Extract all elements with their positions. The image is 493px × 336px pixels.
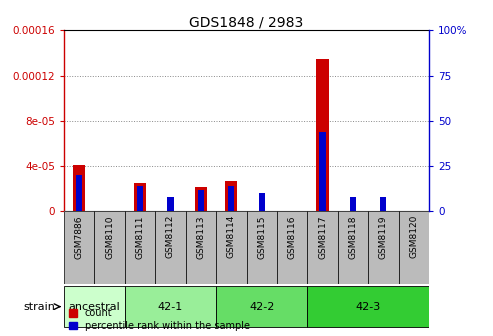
Text: 42-1: 42-1: [158, 302, 183, 311]
Text: ancestral: ancestral: [69, 302, 120, 311]
Bar: [125, 211, 155, 284]
Bar: [73, 165, 85, 211]
Bar: [216, 286, 307, 327]
Bar: [137, 186, 143, 211]
Text: GSM8117: GSM8117: [318, 215, 327, 259]
Bar: [228, 186, 234, 211]
Bar: [186, 211, 216, 284]
Bar: [134, 183, 146, 211]
Bar: [225, 181, 238, 211]
Bar: [168, 197, 174, 211]
Text: GSM8110: GSM8110: [105, 215, 114, 259]
Text: GSM8112: GSM8112: [166, 215, 175, 258]
Bar: [319, 132, 325, 211]
Bar: [317, 58, 329, 211]
Bar: [398, 211, 429, 284]
Text: 42-2: 42-2: [249, 302, 275, 311]
Text: GSM7886: GSM7886: [75, 215, 84, 259]
Text: GSM8119: GSM8119: [379, 215, 388, 259]
Legend: count, percentile rank within the sample: count, percentile rank within the sample: [69, 308, 249, 331]
Bar: [338, 211, 368, 284]
Text: strain: strain: [23, 302, 55, 311]
Bar: [277, 211, 307, 284]
Bar: [216, 211, 246, 284]
Bar: [246, 211, 277, 284]
Text: GSM8114: GSM8114: [227, 215, 236, 258]
Bar: [350, 197, 356, 211]
Text: GSM8111: GSM8111: [136, 215, 144, 259]
Bar: [380, 197, 387, 211]
Bar: [195, 186, 207, 211]
Bar: [76, 175, 82, 211]
Text: GSM8115: GSM8115: [257, 215, 266, 259]
Bar: [259, 193, 265, 211]
Bar: [198, 190, 204, 211]
Text: GSM8118: GSM8118: [349, 215, 357, 259]
Bar: [307, 211, 338, 284]
Bar: [95, 211, 125, 284]
Text: GSM8113: GSM8113: [196, 215, 206, 259]
Bar: [155, 211, 186, 284]
Text: 42-3: 42-3: [355, 302, 381, 311]
Bar: [125, 286, 216, 327]
Bar: [368, 211, 398, 284]
Bar: [64, 211, 95, 284]
Text: GSM8116: GSM8116: [287, 215, 297, 259]
Title: GDS1848 / 2983: GDS1848 / 2983: [189, 15, 304, 29]
Bar: [64, 286, 125, 327]
Bar: [307, 286, 429, 327]
Text: GSM8120: GSM8120: [409, 215, 418, 258]
